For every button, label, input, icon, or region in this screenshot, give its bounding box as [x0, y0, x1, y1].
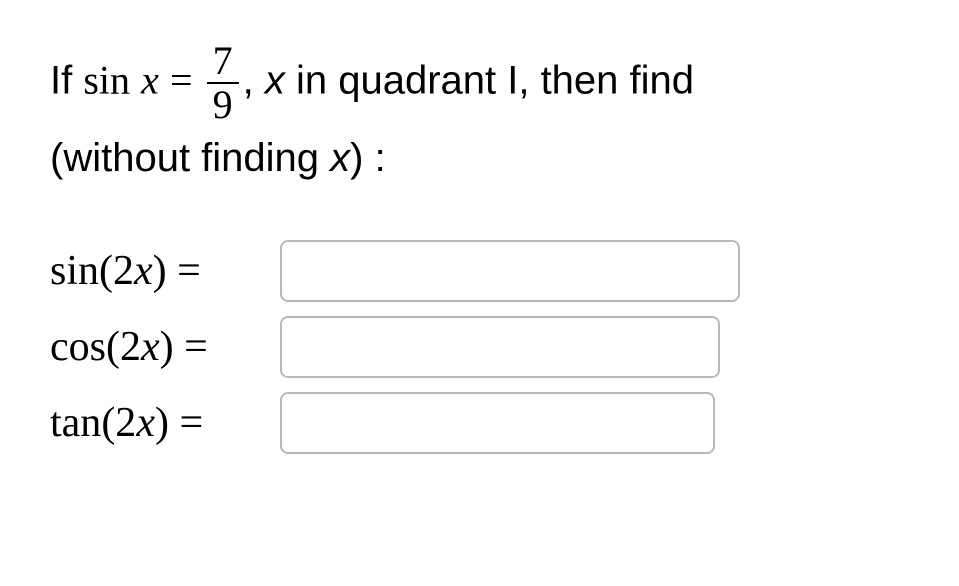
tan-2x-label: tan(2x) =	[50, 399, 280, 447]
tan-arg-open: (2	[101, 400, 136, 446]
tan-arg-var: x	[136, 400, 155, 446]
tan-2x-input[interactable]	[280, 392, 715, 454]
sin-arg-var: x	[134, 248, 153, 294]
cos-arg-var: x	[141, 324, 160, 370]
problem-line-2: (without finding x) :	[50, 126, 909, 190]
fraction-denominator: 9	[207, 84, 239, 126]
line2-end: ) :	[350, 136, 386, 180]
sin-fn-label: sin	[50, 248, 99, 294]
line2-prefix: (without finding	[50, 136, 330, 180]
cos-2x-row: cos(2x) =	[50, 316, 909, 378]
comma: ,	[243, 59, 265, 103]
cos-arg-open: (2	[106, 324, 141, 370]
cos-2x-label: cos(2x) =	[50, 323, 280, 371]
tan-2x-row: tan(2x) =	[50, 392, 909, 454]
prefix-text: If	[50, 59, 83, 103]
equals-sign: =	[170, 58, 203, 103]
quadrant-text: in quadrant I, then find	[285, 59, 694, 103]
sin-2x-row: sin(2x) =	[50, 240, 909, 302]
line2-var: x	[330, 136, 350, 180]
tan-arg-close: ) =	[155, 400, 203, 446]
sin-2x-input[interactable]	[280, 240, 740, 302]
sin-arg-close: ) =	[153, 248, 201, 294]
var-x-text: x	[265, 59, 285, 103]
sin-arg-open: (2	[99, 248, 134, 294]
fraction-7-9: 7 9	[207, 40, 239, 126]
sin-2x-label: sin(2x) =	[50, 247, 280, 295]
var-x: x	[141, 58, 159, 103]
problem-line-1: If sin x = 7 9 , x in quadrant I, then f…	[50, 40, 909, 126]
fraction-numerator: 7	[207, 40, 239, 84]
tan-fn-label: tan	[50, 400, 101, 446]
cos-fn-label: cos	[50, 324, 106, 370]
sin-fn: sin	[83, 58, 130, 103]
cos-arg-close: ) =	[160, 324, 208, 370]
cos-2x-input[interactable]	[280, 316, 720, 378]
problem-statement: If sin x = 7 9 , x in quadrant I, then f…	[50, 40, 909, 190]
